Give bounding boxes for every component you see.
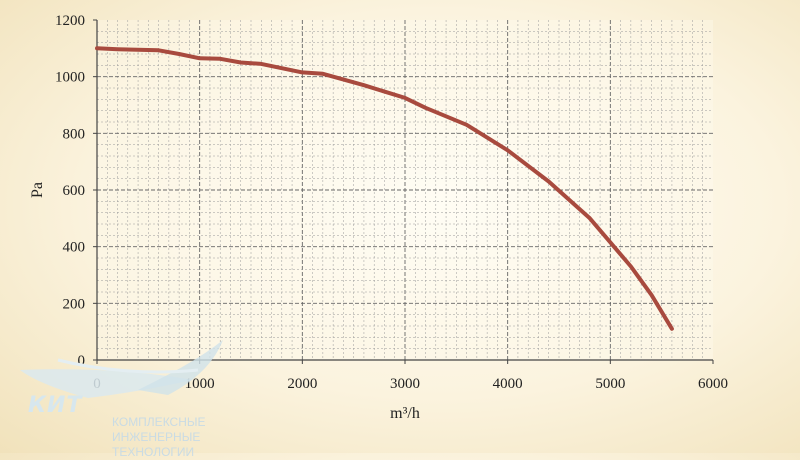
data-point bbox=[198, 56, 202, 60]
data-point bbox=[506, 148, 510, 152]
data-point bbox=[280, 66, 284, 70]
data-point bbox=[259, 62, 263, 66]
data-point bbox=[588, 216, 592, 220]
x-tick-label: 5000 bbox=[595, 376, 625, 392]
logo-name: КИТ bbox=[28, 393, 83, 418]
x-axis-title: m³/h bbox=[390, 405, 420, 422]
y-tick-label: 1200 bbox=[55, 13, 85, 29]
data-point bbox=[239, 61, 243, 64]
data-point bbox=[403, 96, 407, 100]
data-point bbox=[157, 48, 161, 52]
y-tick-label: 800 bbox=[63, 126, 86, 142]
data-point bbox=[465, 123, 468, 127]
company-logo-icon bbox=[20, 340, 223, 398]
data-point bbox=[670, 327, 674, 331]
y-tick-label: 0 bbox=[78, 353, 86, 369]
data-point bbox=[300, 71, 304, 74]
data-point bbox=[650, 293, 653, 297]
x-tick-label: 3000 bbox=[390, 376, 420, 392]
data-point bbox=[218, 57, 222, 61]
x-tick-label: 4000 bbox=[493, 376, 523, 392]
x-tick-label: 2000 bbox=[287, 376, 317, 392]
x-tick-label: 6000 bbox=[698, 376, 728, 392]
data-point bbox=[116, 47, 119, 51]
y-axis-title: Pa bbox=[29, 182, 46, 198]
y-tick-label: 400 bbox=[63, 240, 86, 256]
data-point bbox=[424, 106, 427, 110]
data-point bbox=[177, 52, 181, 56]
data-point bbox=[95, 46, 99, 50]
y-tick-label: 200 bbox=[63, 296, 86, 312]
series-group bbox=[95, 46, 674, 331]
data-point bbox=[547, 180, 551, 183]
grid bbox=[97, 20, 713, 360]
y-tick-labels: 0 200 400 600 800 1000 1200 bbox=[55, 13, 85, 369]
data-point bbox=[321, 72, 325, 76]
data-point bbox=[362, 83, 366, 87]
x-tick-labels: 0100020003000400050006000 bbox=[93, 376, 728, 392]
logo-subtitle: КОМПЛЕКСНЫЕ ИНЖЕНЕРНЫЕ ТЕХНОЛОГИИ bbox=[112, 415, 206, 459]
data-point bbox=[629, 265, 633, 268]
y-tick-label: 600 bbox=[63, 183, 86, 199]
y-tick-label: 1000 bbox=[55, 70, 85, 86]
